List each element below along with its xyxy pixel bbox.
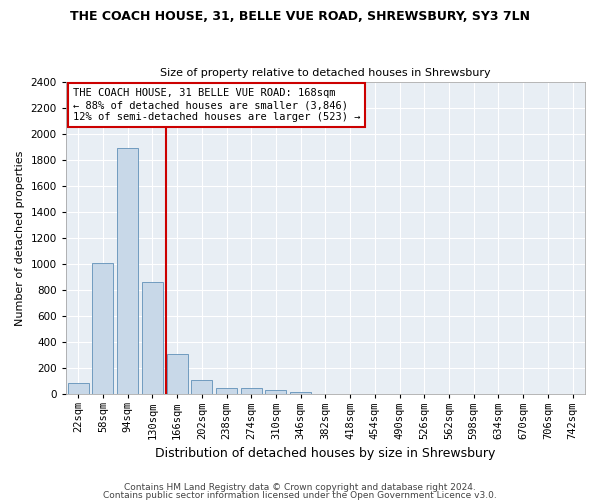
Text: Contains HM Land Registry data © Crown copyright and database right 2024.: Contains HM Land Registry data © Crown c… <box>124 484 476 492</box>
Bar <box>241 388 262 394</box>
Bar <box>117 148 138 394</box>
Bar <box>265 390 286 394</box>
Bar <box>142 282 163 394</box>
Bar <box>92 262 113 394</box>
Bar <box>167 354 188 394</box>
Bar <box>68 383 89 394</box>
Bar <box>216 388 237 394</box>
Y-axis label: Number of detached properties: Number of detached properties <box>15 150 25 326</box>
Bar <box>290 392 311 394</box>
Bar <box>191 380 212 394</box>
Text: Contains public sector information licensed under the Open Government Licence v3: Contains public sector information licen… <box>103 490 497 500</box>
Text: THE COACH HOUSE, 31 BELLE VUE ROAD: 168sqm
← 88% of detached houses are smaller : THE COACH HOUSE, 31 BELLE VUE ROAD: 168s… <box>73 88 360 122</box>
Text: THE COACH HOUSE, 31, BELLE VUE ROAD, SHREWSBURY, SY3 7LN: THE COACH HOUSE, 31, BELLE VUE ROAD, SHR… <box>70 10 530 23</box>
X-axis label: Distribution of detached houses by size in Shrewsbury: Distribution of detached houses by size … <box>155 447 496 460</box>
Title: Size of property relative to detached houses in Shrewsbury: Size of property relative to detached ho… <box>160 68 491 78</box>
